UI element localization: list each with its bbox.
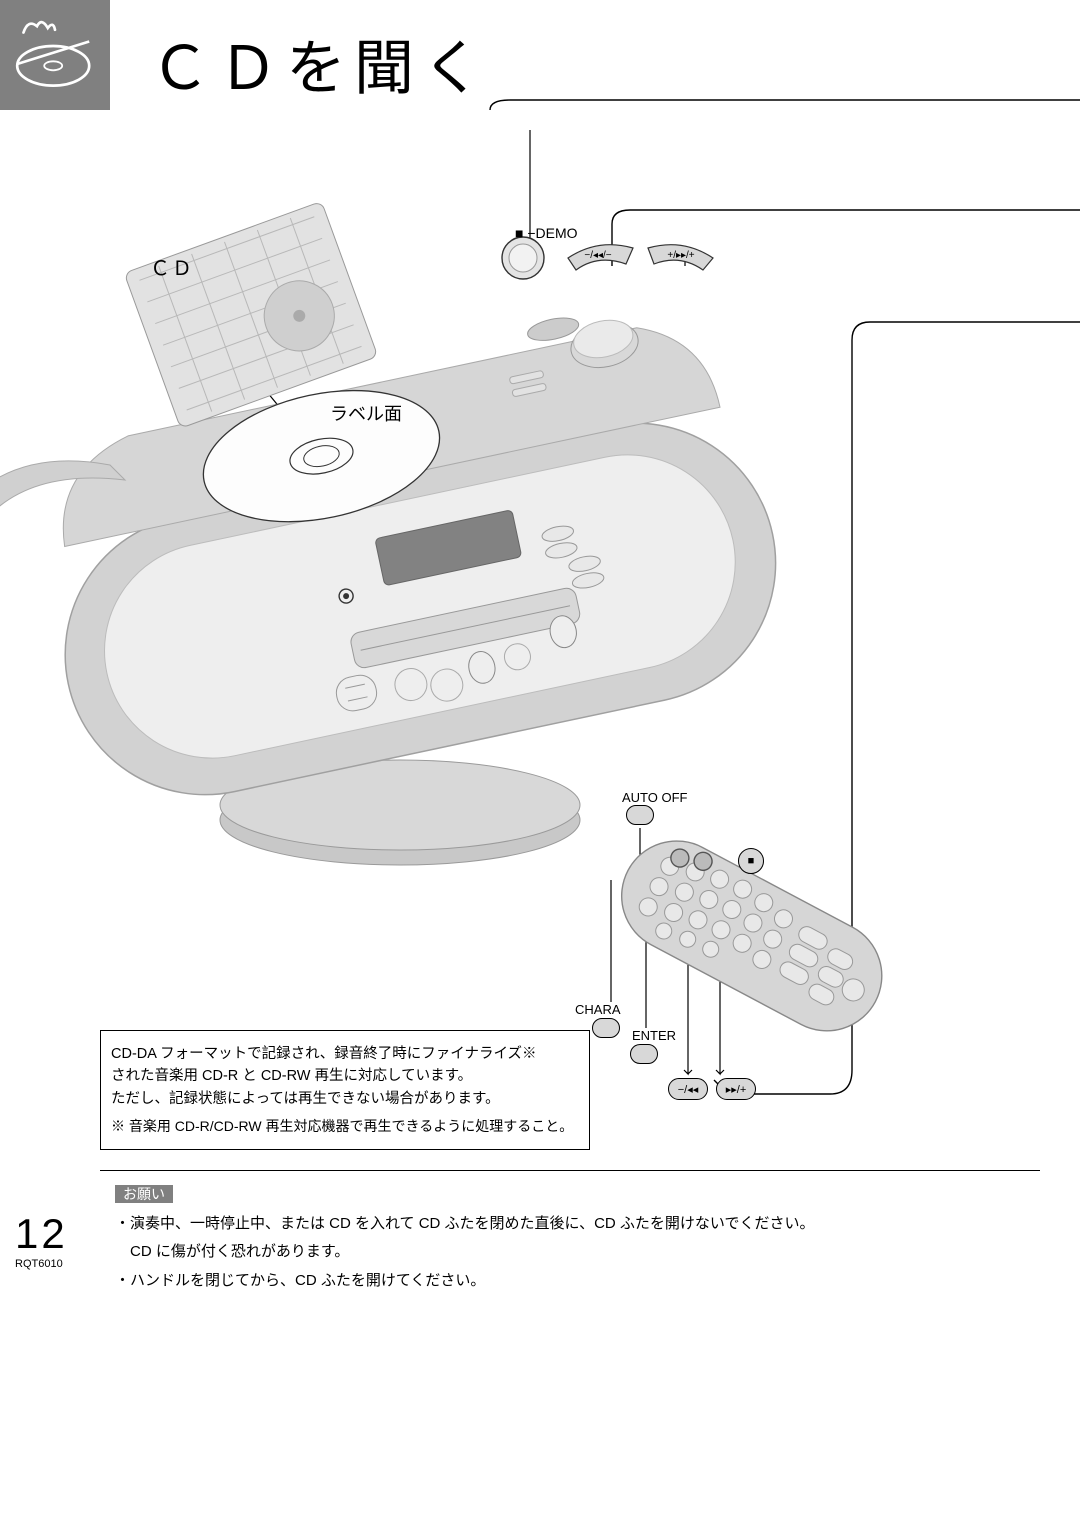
svg-text:+/▸▸/+: +/▸▸/+ — [667, 250, 694, 261]
section-icon — [0, 0, 110, 110]
request-line2: ・ハンドルを閉じてから、CD ふたを開けてください。 — [115, 1267, 1025, 1296]
enter-button-icon — [630, 1044, 658, 1064]
note-footnote: ※ 音楽用 CD-R/CD-RW 再生対応機器で再生できるように処理すること。 — [111, 1116, 579, 1138]
demo-label: ■ −DEMO — [515, 225, 578, 241]
chara-button-icon — [592, 1018, 620, 1038]
stop-button-icon: ■ — [738, 848, 764, 874]
label-face-text: ラベル面 — [330, 400, 402, 426]
page-title: ＣＤを聞く — [150, 20, 490, 107]
request-tag: お願い — [115, 1185, 173, 1203]
note-line2: された音楽用 CD-R と CD-RW 再生に対応しています。 — [111, 1065, 579, 1087]
request-line1: ・演奏中、一時停止中、または CD を入れて CD ふたを閉めた直後に、CD ふ… — [115, 1210, 1025, 1239]
enter-label: ENTER — [632, 1028, 676, 1043]
skip-next-button: ▸▸/+ — [716, 1078, 756, 1100]
autooff-label: AUTO OFF — [622, 790, 687, 805]
chara-label: CHARA — [575, 1002, 621, 1017]
doc-code: RQT6010 — [15, 1258, 63, 1270]
note-line3: ただし、記録状態によっては再生できない場合があります。 — [111, 1088, 579, 1110]
page-number: 12 — [15, 1210, 68, 1258]
cd-label: ＣＤ — [150, 252, 194, 281]
request-box: お願い ・演奏中、一時停止中、または CD を入れて CD ふたを閉めた直後に、… — [100, 1170, 1040, 1295]
cdr-note-box: CD-DA フォーマットで記録され、録音終了時にファイナライズ※ された音楽用 … — [100, 1030, 590, 1150]
demo-text: DEMO — [536, 225, 578, 241]
request-line1b: CD に傷が付く恐れがあります。 — [115, 1238, 1025, 1267]
demo-prefix: ■ − — [515, 225, 536, 241]
svg-text:−/◂◂/−: −/◂◂/− — [584, 250, 611, 261]
skip-prev-button: −/◂◂ — [668, 1078, 708, 1100]
note-line1: CD-DA フォーマットで記録され、録音終了時にファイナライズ※ — [111, 1043, 579, 1065]
